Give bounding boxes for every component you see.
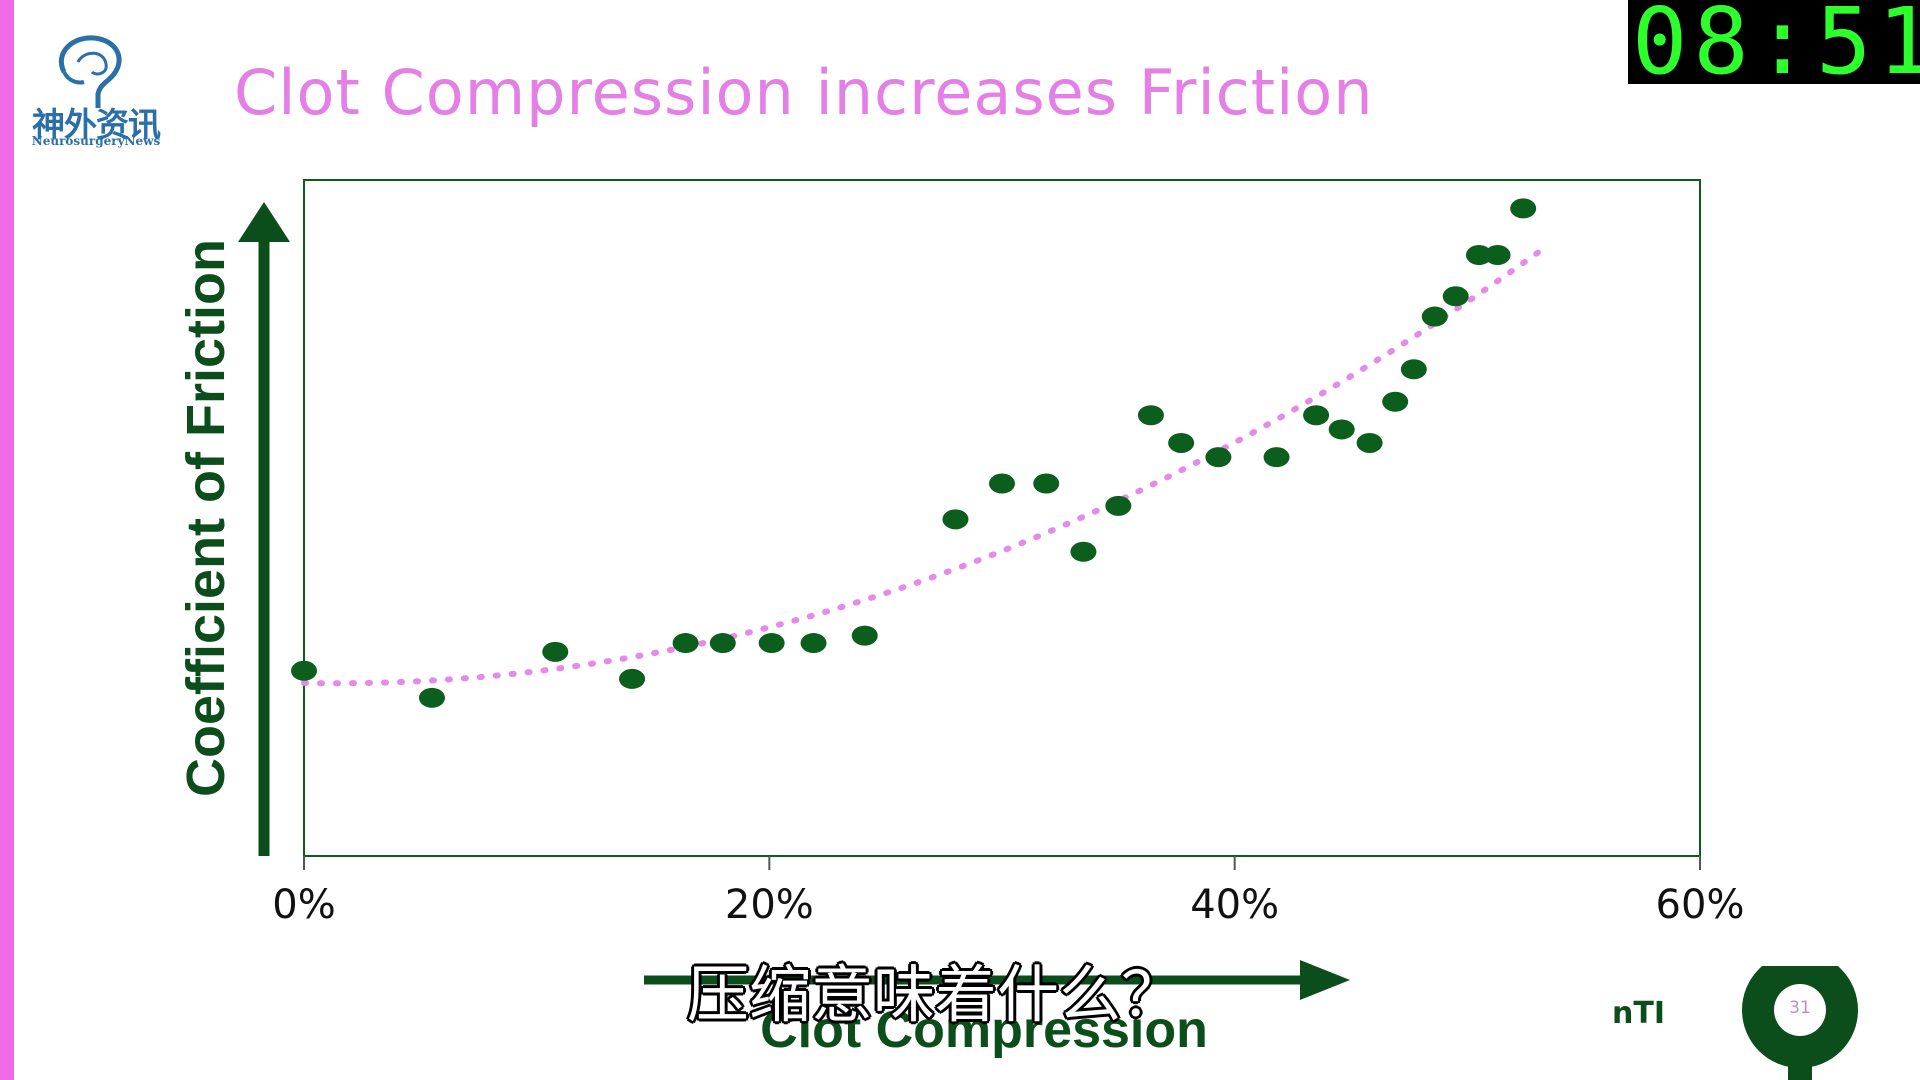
data-point [1105,495,1132,516]
page-number-badge-icon [1742,966,1858,1080]
nti-brand-mark: nTI [1612,996,1665,1031]
data-point [942,509,969,530]
data-point [291,660,317,681]
left-accent-strip [0,0,14,1080]
logo-chinese-text: 神外资讯 [32,105,161,144]
data-point [1421,306,1448,327]
x-axis-label: Clot Compression [760,1001,1208,1059]
x-tick-label: 40% [1190,882,1279,928]
data-point [542,641,569,662]
x-axis-arrowhead [1300,960,1350,1000]
y-axis-label: Coefficient of Friction [176,239,236,797]
page-number: 31 [1789,998,1811,1018]
clock-display: 08:51 [1628,0,1920,84]
neurosurgery-news-logo: 神外资讯 NeurosurgeryNews [16,32,176,152]
data-point [1205,447,1232,468]
data-point [800,633,827,654]
data-point [1465,245,1492,266]
data-point [989,473,1015,494]
data-point [758,633,785,654]
slide-title: Clot Compression increases Friction [234,56,1374,129]
data-point [709,633,736,654]
data-point [1356,432,1383,453]
data-point [1400,359,1427,380]
data-point [1510,198,1537,219]
data-point [1303,405,1330,426]
data-point [1033,473,1060,494]
data-point [672,633,699,654]
x-tick-label: 60% [1656,882,1745,928]
data-point [1137,405,1164,426]
video-subtitle: 压缩意味着什么？ [686,958,1183,1031]
logo-english-text: NeurosurgeryNews [31,134,161,148]
y-axis-arrowhead [238,202,290,242]
x-tick-label: 20% [725,882,814,928]
trendline [301,241,1552,687]
data-point [619,668,646,689]
data-point [418,687,445,708]
data-point [1442,286,1469,307]
data-point [1484,245,1511,266]
plot-area-frame [303,179,1701,857]
data-point [1328,419,1355,440]
x-tick-label: 0% [272,882,335,928]
data-point [1382,391,1409,412]
brain-head-icon [58,35,122,108]
data-point [1070,541,1097,562]
data-point [851,625,878,646]
data-point [1263,447,1290,468]
data-point [1168,432,1195,453]
